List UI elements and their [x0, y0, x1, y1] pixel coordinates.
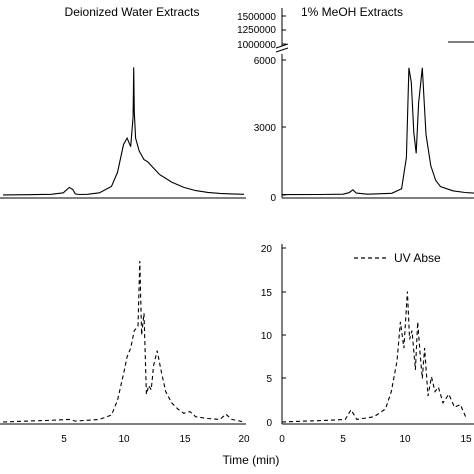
tick-0-bottom-right: 0	[266, 418, 272, 429]
tick-1250000: 1250000	[237, 25, 276, 36]
tick-0-top-right: 0	[270, 193, 276, 204]
top-right-yticks	[282, 59, 286, 196]
tick-x-10: 10	[118, 434, 130, 445]
axes-frames	[0, 8, 474, 425]
series-line-panel-2	[2, 260, 245, 423]
panel-title-meoh: 1% MeOH Extracts	[301, 5, 403, 19]
axis-break-marks	[275, 43, 289, 53]
series-layer	[2, 67, 474, 423]
tick-15: 15	[261, 288, 273, 299]
x-axis-label: Time (min)	[223, 453, 280, 467]
panel-title-water: Deionized Water Extracts	[65, 5, 200, 19]
tick-xr-15: 15	[460, 434, 472, 445]
tick-20: 20	[261, 244, 273, 255]
series-line-panel-0	[2, 67, 245, 196]
tick-x-20: 20	[238, 434, 250, 445]
tick-xr-0: 0	[279, 434, 285, 445]
bottom-right-yticks	[282, 247, 286, 423]
tick-1500000: 1500000	[237, 12, 276, 23]
tick-1000000: 1000000	[237, 40, 276, 51]
tick-xr-5: 5	[340, 434, 346, 445]
legend-label-uv: UV Abse	[394, 251, 441, 265]
series-line-panel-1	[281, 67, 474, 196]
tick-3000: 3000	[254, 123, 277, 134]
tick-x-5: 5	[61, 434, 67, 445]
tick-6000: 6000	[254, 56, 277, 67]
tick-5: 5	[266, 374, 272, 385]
tick-xr-10: 10	[399, 434, 411, 445]
upper-ticks	[282, 15, 286, 45]
series-line-panel-3	[281, 291, 467, 423]
tick-10: 10	[261, 331, 273, 342]
tick-x-15: 15	[179, 434, 191, 445]
